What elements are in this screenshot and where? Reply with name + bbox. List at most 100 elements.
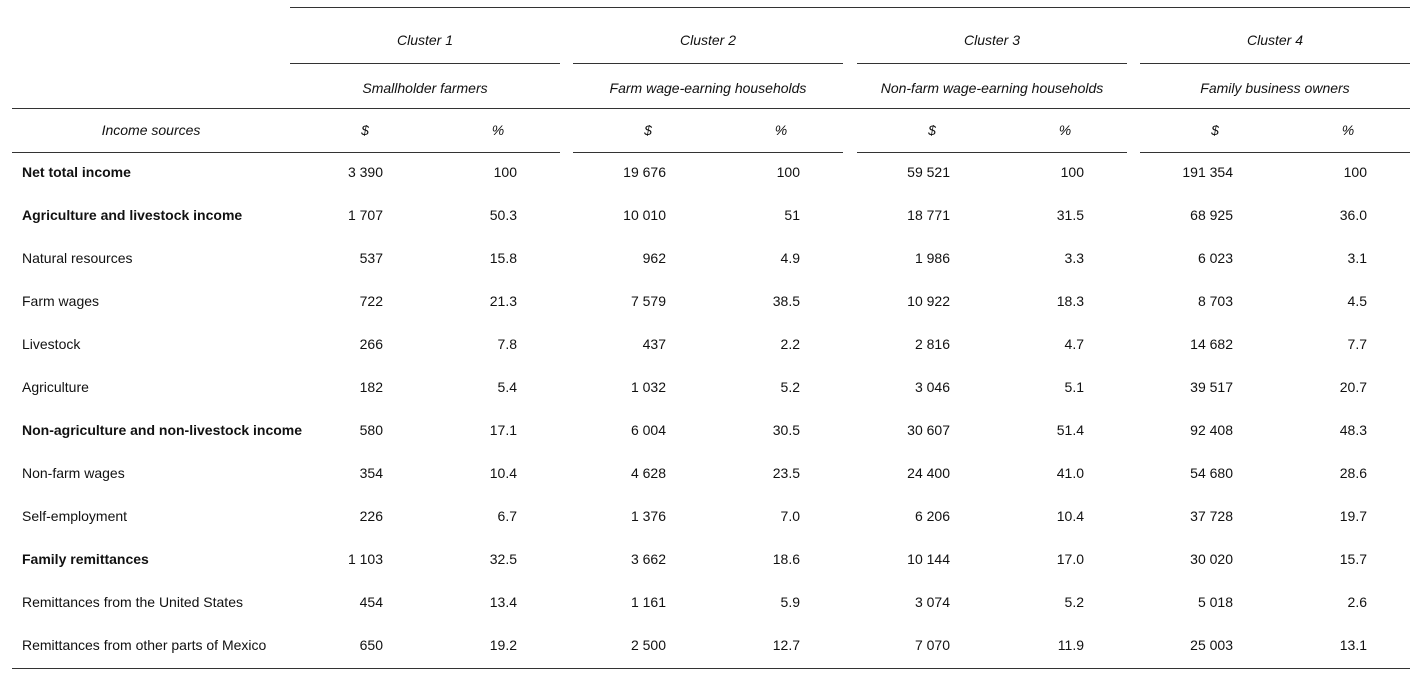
percent-cell: 100 [1343,164,1367,180]
percent-cell: 7.8 [497,336,517,352]
cluster-group: Non-farm wage-earning households [880,80,1104,96]
dollar-cell: 4 628 [630,465,666,481]
dollar-cell: 1 032 [630,379,666,395]
dollar-cell: 1 707 [347,207,383,223]
dollar-cell: 354 [359,465,383,481]
dollar-cell: 7 579 [630,293,666,309]
cluster-group: Farm wage-earning households [609,80,807,96]
percent-cell: 13.1 [1339,637,1367,653]
rule-line [290,63,560,64]
dollar-cell: 1 986 [914,250,950,266]
percent-cell: 11.9 [1057,637,1084,653]
row-label: Agriculture [22,379,89,395]
percent-cell: 10.4 [489,465,517,481]
percent-cell: 4.9 [780,250,800,266]
rule-line [12,108,1410,109]
percent-cell: 6.7 [497,508,517,524]
percent-cell: 7.0 [780,508,800,524]
percent-cell: 17.0 [1056,551,1084,567]
dollar-cell: 54 680 [1190,465,1233,481]
rule-line [573,63,843,64]
percent-cell: 15.7 [1339,551,1367,567]
percent-cell: 38.5 [772,293,800,309]
dollar-cell: 6 023 [1197,250,1233,266]
column-header: $ [928,122,936,138]
rule-line [290,152,560,153]
dollar-cell: 37 728 [1190,508,1233,524]
percent-cell: 41.0 [1056,465,1084,481]
column-header: $ [361,122,369,138]
percent-cell: 5.9 [780,594,800,610]
column-header: % [491,122,505,138]
rule-line [857,63,1127,64]
rule-line [857,152,1127,153]
column-header: $ [1211,122,1219,138]
dollar-cell: 580 [359,422,383,438]
row-label: Remittances from the United States [22,594,243,610]
dollar-cell: 24 400 [907,465,950,481]
row-label: Non-agriculture and non-livestock income [22,422,303,438]
dollar-cell: 30 020 [1190,551,1233,567]
percent-cell: 7.7 [1347,336,1367,352]
column-header: % [774,122,788,138]
percent-cell: 3.3 [1064,250,1084,266]
cluster-name: Cluster 2 [679,32,737,48]
percent-cell: 15.8 [489,250,517,266]
row-label: Remittances from other parts of Mexico [22,637,267,653]
dollar-cell: 182 [359,379,383,395]
dollar-cell: 650 [359,637,383,653]
dollar-cell: 266 [359,336,383,352]
row-label: Family remittances [22,551,149,567]
dollar-cell: 3 662 [630,551,666,567]
percent-cell: 50.3 [489,207,517,223]
dollar-cell: 722 [359,293,383,309]
column-header: $ [644,122,652,138]
dollar-cell: 59 521 [907,164,950,180]
percent-cell: 30.5 [772,422,800,438]
percent-cell: 48.3 [1339,422,1367,438]
dollar-cell: 6 004 [630,422,666,438]
dollar-cell: 226 [359,508,383,524]
percent-cell: 23.5 [772,465,800,481]
cluster-name: Cluster 1 [396,32,454,48]
percent-cell: 5.4 [497,379,517,395]
dollar-cell: 92 408 [1190,422,1233,438]
rule-line [12,668,1410,669]
percent-cell: 18.3 [1056,293,1084,309]
cluster-group: Family business owners [1200,80,1350,96]
percent-cell: 20.7 [1339,379,1367,395]
percent-cell: 31.5 [1056,207,1084,223]
dollar-cell: 537 [359,250,383,266]
percent-cell: 13.4 [489,594,517,610]
dollar-cell: 39 517 [1190,379,1233,395]
dollar-cell: 68 925 [1190,207,1233,223]
dollar-cell: 3 046 [914,379,950,395]
dollar-cell: 437 [642,336,666,352]
percent-cell: 51.4 [1056,422,1084,438]
dollar-cell: 962 [642,250,666,266]
percent-cell: 51 [784,207,800,223]
dollar-cell: 454 [359,594,383,610]
percent-cell: 32.5 [489,551,517,567]
dollar-cell: 14 682 [1190,336,1233,352]
dollar-cell: 10 922 [907,293,950,309]
percent-cell: 19.2 [489,637,517,653]
percent-cell: 5.2 [1064,594,1084,610]
dollar-cell: 7 070 [914,637,950,653]
percent-cell: 4.5 [1347,293,1367,309]
percent-cell: 17.1 [489,422,517,438]
dollar-cell: 10 144 [907,551,950,567]
row-label: Self-employment [22,508,128,524]
percent-cell: 5.1 [1064,379,1084,395]
percent-cell: 100 [493,164,517,180]
percent-cell: 10.4 [1056,508,1084,524]
cluster-group: Smallholder farmers [362,80,488,96]
dollar-cell: 3 074 [914,594,950,610]
rule-line [1140,152,1410,153]
dollar-cell: 191 354 [1182,164,1233,180]
dollar-cell: 2 500 [630,637,666,653]
percent-cell: 2.6 [1347,594,1367,610]
dollar-cell: 5 018 [1197,594,1233,610]
row-label: Net total income [22,164,131,180]
